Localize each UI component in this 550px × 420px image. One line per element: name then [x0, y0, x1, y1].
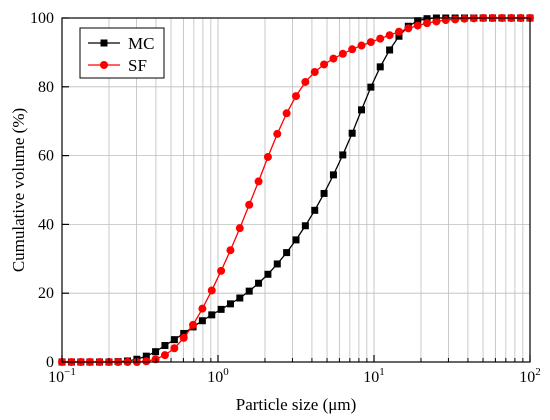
data-point-sf: [301, 77, 310, 86]
x-tick-label-exponent: 2: [535, 366, 541, 378]
x-tick-label: 100: [207, 366, 229, 386]
data-point-sf: [432, 17, 441, 26]
data-point-sf: [413, 21, 422, 30]
data-point-sf: [189, 320, 198, 329]
data-point-sf: [451, 15, 460, 24]
data-point-mc: [376, 63, 384, 71]
data-point-sf: [207, 286, 216, 295]
data-point-sf: [142, 357, 151, 366]
data-point-sf: [404, 24, 413, 33]
y-tick-label: 60: [38, 148, 54, 165]
data-point-sf: [385, 31, 394, 40]
legend-marker-sf: [100, 61, 108, 69]
data-point-sf: [273, 129, 282, 138]
data-point-mc: [245, 287, 253, 295]
data-point-sf: [235, 224, 244, 233]
data-point-mc: [255, 279, 263, 287]
x-tick-label: 101: [363, 366, 385, 386]
data-point-mc: [386, 46, 394, 54]
data-point-mc: [348, 129, 356, 137]
data-point-sf: [160, 351, 169, 360]
legend-label-sf: SF: [128, 56, 147, 75]
data-point-sf: [170, 344, 179, 353]
data-point-sf: [329, 54, 338, 63]
data-point-mc: [180, 329, 188, 337]
data-point-mc: [395, 32, 403, 40]
data-point-sf: [394, 27, 403, 36]
data-point-mc: [236, 294, 244, 302]
data-point-mc: [358, 106, 366, 114]
data-point-mc: [320, 189, 328, 197]
data-point-mc: [152, 348, 160, 356]
data-point-sf: [217, 266, 226, 275]
x-tick-label-base: 10: [519, 369, 535, 386]
data-point-sf: [366, 38, 375, 47]
x-tick-label-exponent: 1: [379, 366, 385, 378]
legend-marker-mc: [100, 39, 108, 47]
data-point-sf: [338, 49, 347, 58]
data-point-mc: [339, 151, 347, 159]
x-tick-label-base: 10: [363, 369, 379, 386]
y-tick-label: 100: [30, 10, 54, 27]
data-point-mc: [208, 311, 216, 319]
data-point-sf: [348, 45, 357, 54]
data-point-mc: [301, 222, 309, 230]
data-point-sf: [179, 333, 188, 342]
data-point-sf: [460, 14, 469, 23]
x-tick-label: 102: [519, 366, 541, 386]
x-tick-label-exponent: 0: [223, 366, 229, 378]
data-point-mc: [217, 305, 225, 313]
data-point-mc: [264, 270, 272, 278]
data-point-mc: [423, 15, 431, 23]
data-point-mc: [283, 249, 291, 257]
data-point-sf: [357, 41, 366, 50]
y-tick-label: 0: [46, 354, 54, 371]
data-point-mc: [142, 352, 150, 360]
data-point-sf: [376, 34, 385, 43]
data-point-sf: [441, 16, 450, 25]
data-point-sf: [198, 304, 207, 313]
x-tick-label-base: 10: [207, 369, 223, 386]
data-point-sf: [423, 19, 432, 28]
y-tick-label: 80: [38, 79, 54, 96]
plot-frame: [61, 17, 531, 363]
y-tick-label: 40: [38, 216, 54, 233]
data-point-mc: [292, 236, 300, 244]
x-tick-label-base: 10: [48, 369, 64, 386]
data-point-sf: [282, 109, 291, 118]
data-point-mc: [161, 341, 169, 349]
data-point-sf: [263, 152, 272, 161]
data-point-mc: [329, 171, 337, 179]
data-point-sf: [226, 246, 235, 255]
data-point-mc: [367, 83, 375, 91]
y-tick-label: 20: [38, 285, 54, 302]
data-point-sf: [254, 177, 263, 186]
data-point-sf: [320, 60, 329, 69]
data-point-sf: [291, 92, 300, 101]
x-tick-label-exponent: −1: [64, 366, 76, 378]
x-tick-label: 10−1: [48, 366, 76, 386]
data-point-mc: [198, 317, 206, 325]
data-point-mc: [414, 17, 422, 25]
data-point-mc: [273, 260, 281, 268]
data-point-sf: [245, 200, 254, 209]
legend-label-mc: MC: [128, 34, 154, 53]
data-point-mc: [170, 336, 178, 344]
x-axis-label: Particle size (μm): [236, 395, 357, 414]
data-point-sf: [310, 68, 319, 77]
data-point-mc: [226, 300, 234, 308]
y-axis-label: Cumulative volume (%): [9, 108, 28, 272]
data-point-mc: [311, 206, 319, 214]
legend-box: [79, 27, 165, 79]
legend: MC SF: [79, 27, 165, 79]
